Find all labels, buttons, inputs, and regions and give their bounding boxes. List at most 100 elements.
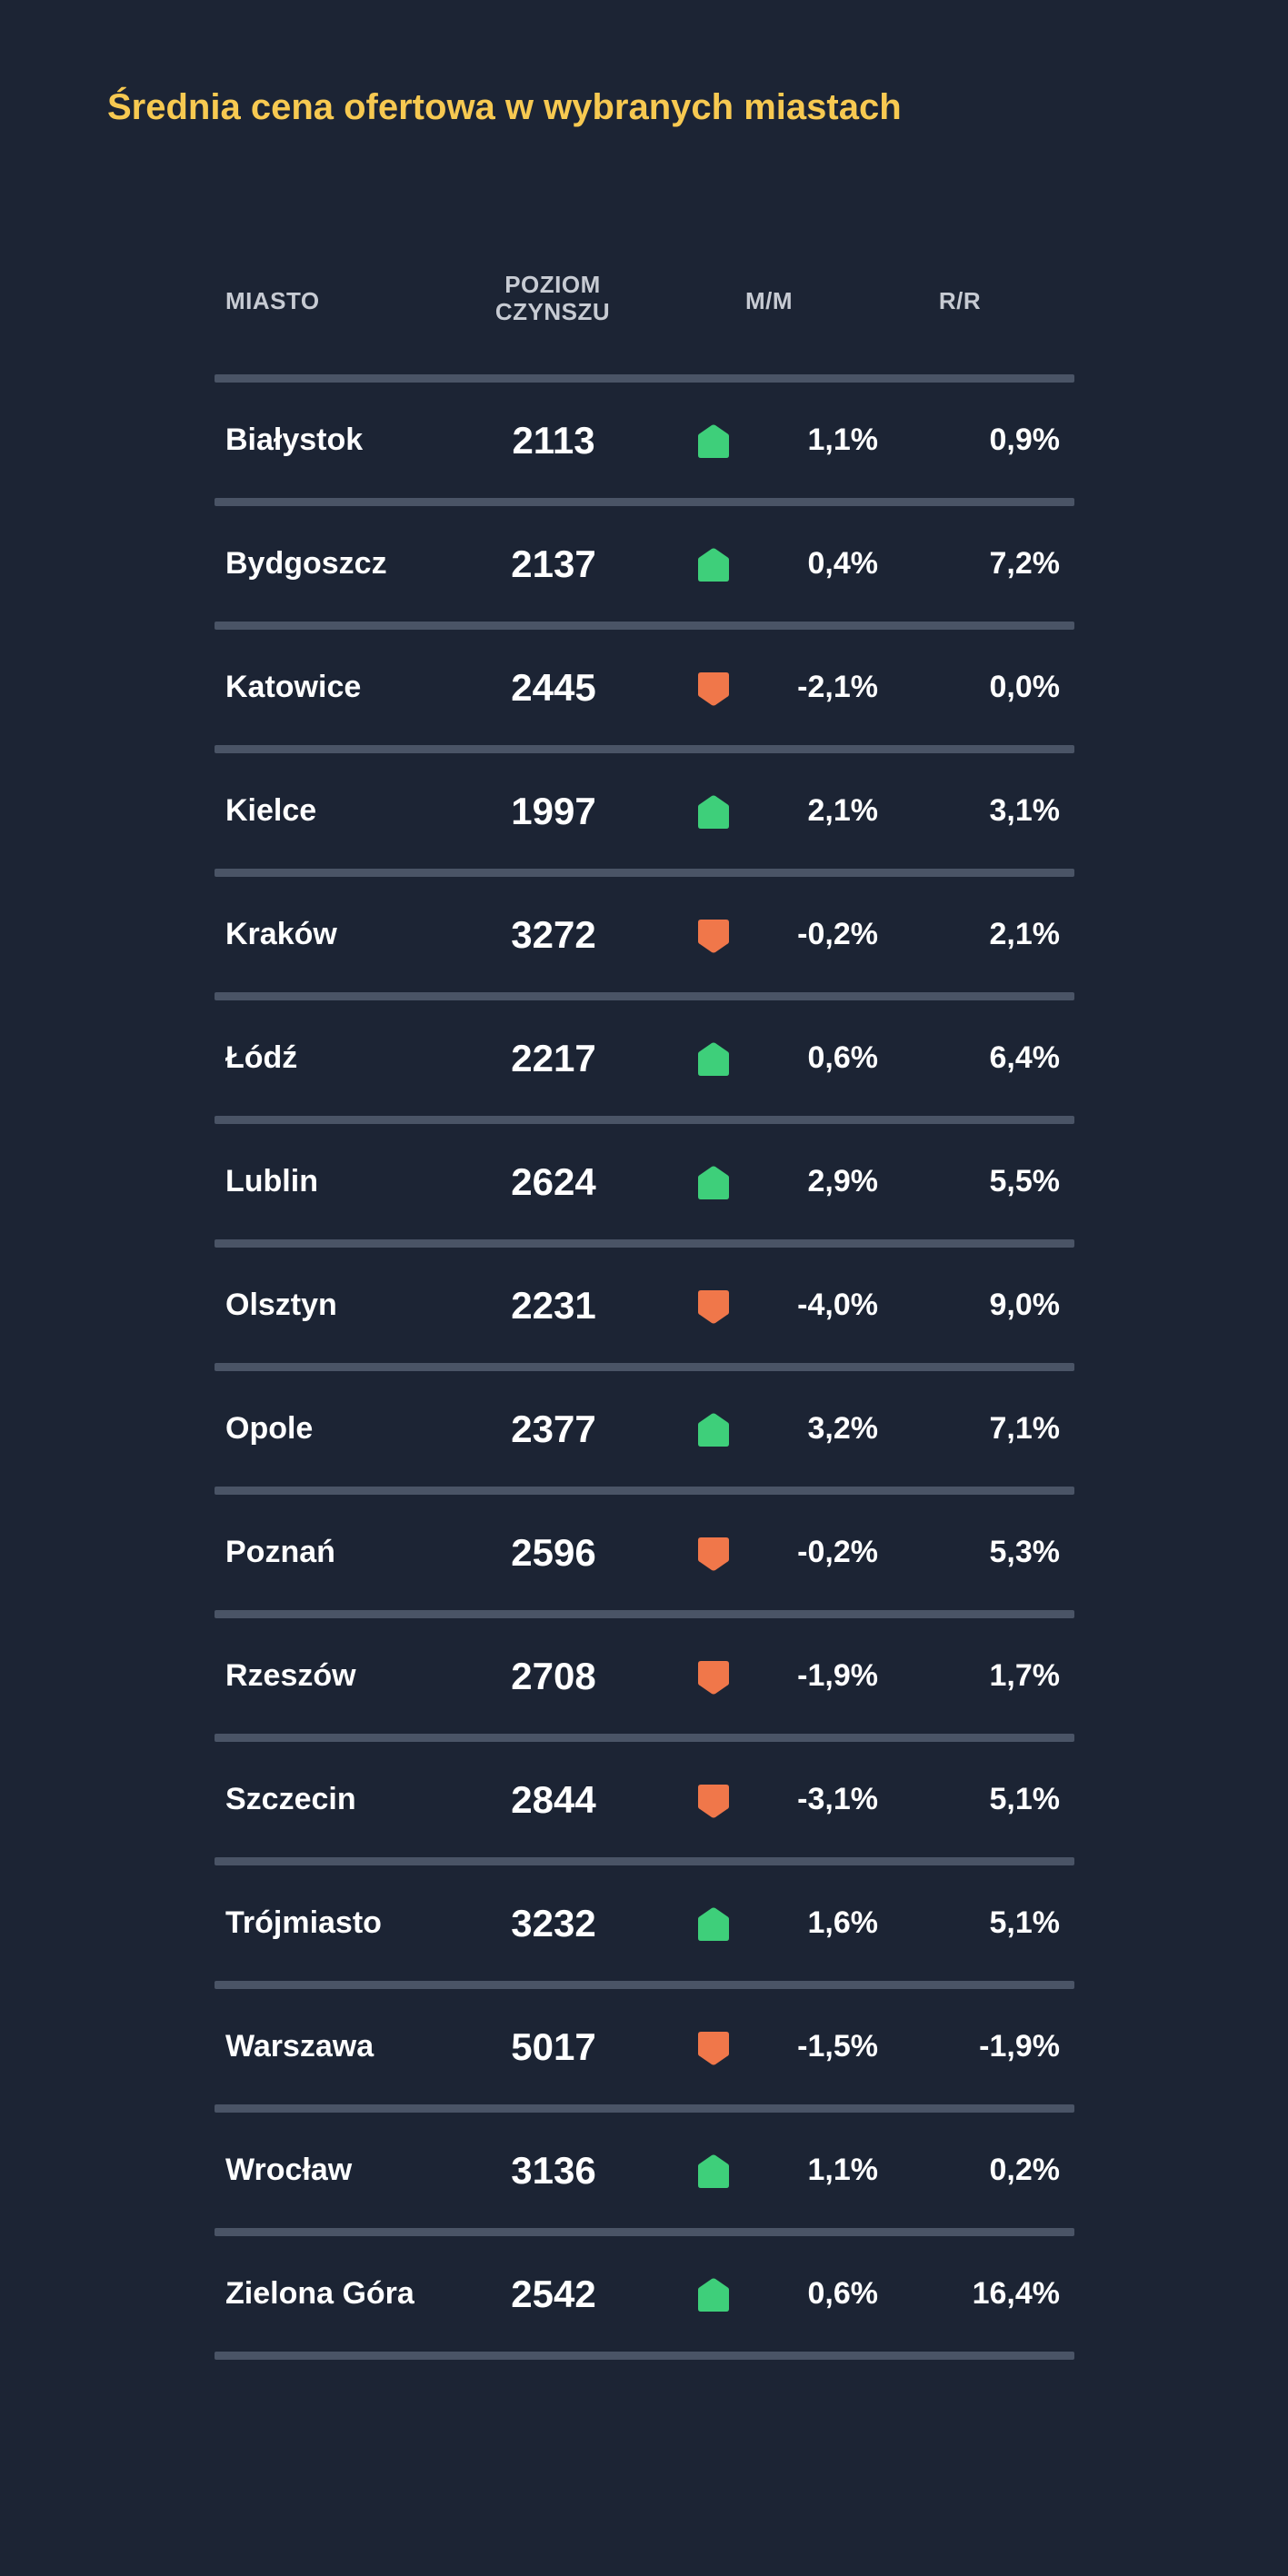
cell-mm: -0,2%	[797, 1535, 878, 1569]
header-rent: POZIOM CZYNSZU	[489, 271, 616, 325]
cell-mm: -0,2%	[797, 917, 878, 951]
cell-rent: 2596	[511, 1531, 596, 1574]
trend-down-icon	[694, 918, 733, 954]
header-rent-line2: CZYNSZU	[494, 298, 611, 325]
cell-city: Poznań	[225, 1535, 335, 1569]
cell-mm: 0,4%	[807, 546, 879, 581]
table-row: Warszawa 5017 -1,5% -1,9%	[215, 1989, 1074, 2104]
cell-rent: 2542	[511, 2273, 596, 2315]
chart-title: Średnia cena ofertowa w wybranych miasta…	[107, 87, 902, 127]
row-divider	[215, 2228, 1074, 2236]
cell-rent: 3272	[511, 913, 596, 956]
trend-up-icon	[694, 547, 733, 583]
cell-city: Bydgoszcz	[225, 546, 387, 581]
cell-rr: 0,2%	[989, 2153, 1061, 2187]
row-divider	[215, 869, 1074, 877]
cell-rr: 0,0%	[989, 670, 1061, 704]
cell-rr: 2,1%	[989, 917, 1061, 951]
cell-mm: 0,6%	[807, 1040, 879, 1075]
cell-rent: 1997	[511, 790, 596, 832]
cell-rent: 2137	[511, 542, 596, 585]
cell-mm: -4,0%	[797, 1288, 878, 1322]
table-row: Opole 2377 3,2% 7,1%	[215, 1371, 1074, 1487]
row-divider	[215, 1610, 1074, 1618]
header-rent-line1: POZIOM	[504, 271, 601, 298]
trend-down-icon	[694, 2030, 733, 2066]
cell-rent: 3232	[511, 1902, 596, 1944]
cell-rent: 2708	[511, 1655, 596, 1697]
table-row: Kraków 3272 -0,2% 2,1%	[215, 877, 1074, 992]
table-row: Łódź 2217 0,6% 6,4%	[215, 1000, 1074, 1116]
header-divider	[215, 374, 1074, 383]
row-divider	[215, 622, 1074, 630]
cell-rent: 2231	[511, 1284, 596, 1327]
cell-mm: -1,9%	[797, 1658, 878, 1693]
cell-city: Wrocław	[225, 2153, 353, 2187]
trend-down-icon	[694, 1659, 733, 1696]
cell-city: Kielce	[225, 793, 317, 828]
trend-down-icon	[694, 1288, 733, 1325]
cell-mm: -3,1%	[797, 1782, 878, 1816]
cell-rr: 6,4%	[989, 1040, 1061, 1075]
row-divider	[215, 1487, 1074, 1495]
table-row: Lublin 2624 2,9% 5,5%	[215, 1124, 1074, 1239]
cell-mm: 1,1%	[807, 2153, 879, 2187]
cell-city: Szczecin	[225, 1782, 356, 1816]
trend-down-icon	[694, 1783, 733, 1819]
cell-rr: 9,0%	[989, 1288, 1061, 1322]
cell-rr: 5,1%	[989, 1782, 1061, 1816]
cell-mm: 1,1%	[807, 423, 879, 457]
cell-rent: 5017	[511, 2025, 596, 2068]
cell-mm: 2,1%	[807, 793, 879, 828]
trend-up-icon	[694, 423, 733, 460]
table-row: Olsztyn 2231 -4,0% 9,0%	[215, 1248, 1074, 1363]
row-divider	[215, 992, 1074, 1000]
table-row: Bydgoszcz 2137 0,4% 7,2%	[215, 506, 1074, 622]
table-header: MIASTO POZIOM CZYNSZU M/M R/R	[215, 264, 1074, 374]
table-row: Rzeszów 2708 -1,9% 1,7%	[215, 1618, 1074, 1734]
row-divider	[215, 1857, 1074, 1865]
cell-mm: -1,5%	[797, 2029, 878, 2064]
cell-city: Łódź	[225, 1040, 298, 1075]
cell-mm: 1,6%	[807, 1905, 879, 1940]
cell-rr: 5,3%	[989, 1535, 1061, 1569]
table-row: Wrocław 3136 1,1% 0,2%	[215, 2113, 1074, 2228]
cell-city: Katowice	[225, 670, 362, 704]
cell-mm: 0,6%	[807, 2276, 879, 2311]
cell-rr: 1,7%	[989, 1658, 1061, 1693]
cell-rr: 16,4%	[972, 2276, 1060, 2311]
cell-mm: -2,1%	[797, 670, 878, 704]
trend-down-icon	[694, 671, 733, 707]
cell-mm: 3,2%	[807, 1411, 879, 1446]
cell-rr: 5,1%	[989, 1905, 1061, 1940]
trend-up-icon	[694, 2153, 733, 2190]
cell-rent: 3136	[511, 2149, 596, 2192]
cell-rent: 2217	[511, 1037, 596, 1079]
header-city: MIASTO	[225, 287, 320, 314]
row-divider	[215, 745, 1074, 753]
row-divider	[215, 1734, 1074, 1742]
header-mm: M/M	[744, 287, 794, 314]
cell-city: Lublin	[225, 1164, 318, 1198]
trend-up-icon	[694, 794, 733, 830]
rent-table: MIASTO POZIOM CZYNSZU M/M R/R Białystok 2…	[215, 264, 1074, 2360]
cell-rent: 2377	[511, 1407, 596, 1450]
cell-rr: 3,1%	[989, 793, 1061, 828]
row-divider	[215, 1363, 1074, 1371]
cell-city: Białystok	[225, 423, 364, 457]
table-row: Katowice 2445 -2,1% 0,0%	[215, 630, 1074, 745]
cell-city: Zielona Góra	[225, 2276, 414, 2311]
trend-up-icon	[694, 1412, 733, 1448]
cell-rent: 2624	[511, 1160, 596, 1203]
cell-city: Trójmiasto	[225, 1905, 382, 1940]
trend-up-icon	[694, 1906, 733, 1943]
table-row: Szczecin 2844 -3,1% 5,1%	[215, 1742, 1074, 1857]
trend-up-icon	[694, 2277, 733, 2313]
header-rr: R/R	[938, 287, 982, 314]
table-row: Poznań 2596 -0,2% 5,3%	[215, 1495, 1074, 1610]
row-divider	[215, 1116, 1074, 1124]
cell-rent: 2113	[512, 419, 595, 462]
row-divider	[215, 498, 1074, 506]
trend-down-icon	[694, 1536, 733, 1572]
table-row: Kielce 1997 2,1% 3,1%	[215, 753, 1074, 869]
